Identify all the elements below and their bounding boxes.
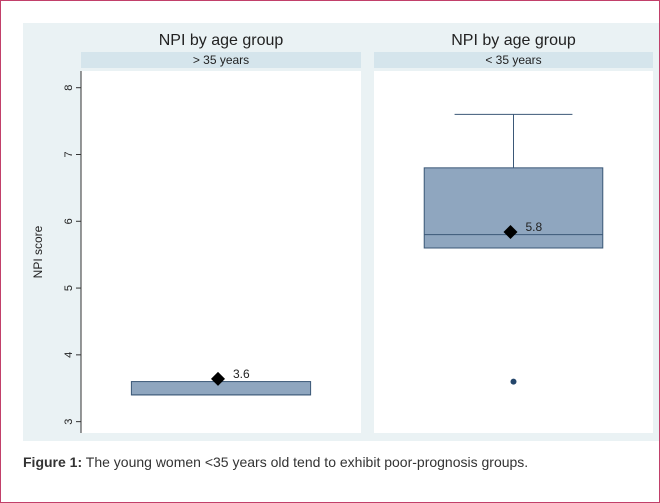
chart: NPI by age group > 35 years NPI score 3 4 5 6 7…: [23, 23, 659, 441]
panel-title: NPI by age group: [159, 32, 284, 49]
box: [130, 381, 312, 396]
strip-label: > 35 years: [193, 53, 249, 67]
y-axis-label: NPI score: [31, 225, 45, 278]
y-tick-label: 4: [63, 352, 75, 358]
caption-text: The young women <35 years old tend to ex…: [85, 454, 529, 470]
caption: Figure 1: The young women <35 years old …: [23, 451, 637, 473]
panel-title: NPI by age group: [451, 32, 576, 49]
strip-label: < 35 years: [485, 53, 541, 67]
y-tick-label: 6: [63, 218, 75, 224]
y-tick-label: 7: [63, 151, 75, 157]
strip: [81, 52, 361, 68]
plot-area: [81, 71, 361, 433]
mean-marker: [211, 371, 225, 386]
box: [423, 167, 604, 249]
mean-label: 5.8: [526, 220, 543, 234]
strip: [374, 52, 653, 68]
y-tick-label: 8: [63, 85, 75, 91]
mean-marker: [503, 224, 518, 239]
outlier: [510, 378, 517, 385]
y-tick-label: 5: [63, 285, 75, 291]
y-tick-label: 3: [63, 419, 75, 425]
caption-label: Figure 1:: [23, 454, 83, 470]
mean-label: 3.6: [233, 367, 250, 381]
